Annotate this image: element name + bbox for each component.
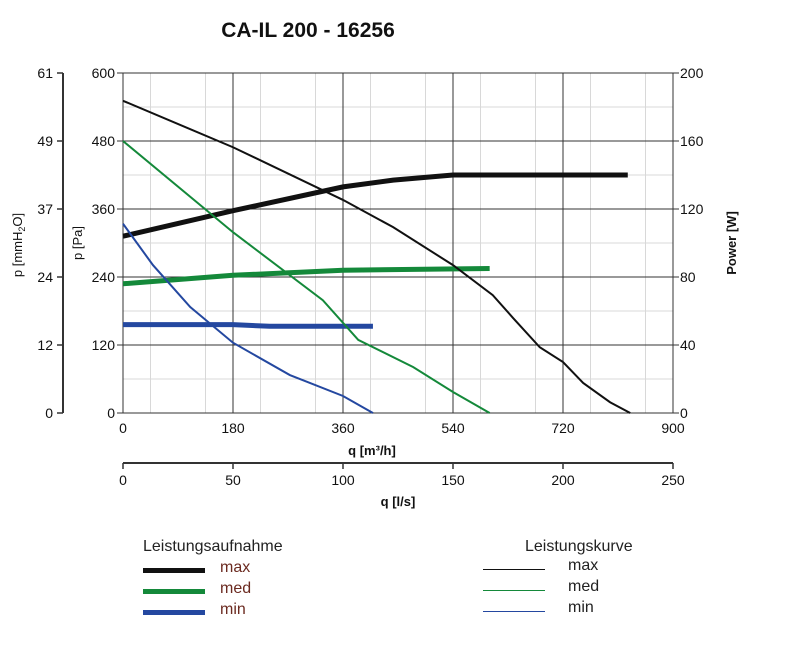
x2-tick-label: 50 [225,472,241,488]
x2-tick-label: 0 [119,472,127,488]
x-tick-label: 0 [119,420,127,436]
x-axis-label: q [m³/h] [348,443,396,458]
y2-tick-label: 0 [680,405,688,421]
x-tick-label: 360 [331,420,355,436]
legend-curve-label-min: min [568,599,594,616]
y-tick-label: 360 [92,201,116,217]
legend-power-swatch-min [143,610,205,615]
x-tick-label: 720 [551,420,575,436]
y2-tick-label: 80 [680,269,696,285]
legend-power-swatch-max [143,568,205,573]
x2-axis-label: q [l/s] [381,494,416,509]
x-tick-label: 180 [221,420,245,436]
legend-power-title: Leistungsaufnahme [143,538,283,555]
pressure-curve-med [122,140,491,414]
y-axis-label: p [Pa] [70,226,85,260]
power-curve-med [122,266,490,287]
legend-curve-swatch-min [483,611,545,612]
y-mm-tick-label: 37 [37,201,53,217]
pressure-curve-max [122,99,631,414]
y2-axis-label: Power [W] [724,211,739,275]
legend-power-label-med: med [220,580,252,597]
y-tick-label: 240 [92,269,116,285]
pressure-curve-min [122,223,374,414]
legend-curve-swatch-med [483,590,545,591]
x2-tick-label: 150 [441,472,465,488]
x-tick-label: 540 [441,420,465,436]
legend-power-label-min: min [220,601,246,618]
x-tick-label: 900 [661,420,685,436]
y2-tick-label: 40 [680,337,696,353]
power-curve-max [122,172,628,239]
legend-power-label-max: max [220,559,251,576]
y2-tick-label: 120 [680,201,704,217]
y2-tick-label: 160 [680,133,704,149]
chart-title: CA-IL 200 - 16256 [221,19,395,42]
legend-curve-label-med: med [568,578,600,595]
x2-tick-label: 100 [331,472,355,488]
y-mm-axis-label: p [mmH2O] [10,213,27,277]
x2-tick-label: 200 [551,472,575,488]
y-mm-tick-label: 24 [37,269,53,285]
legend-power-swatch-med [143,589,205,594]
y-tick-label: 600 [92,65,116,81]
y-mm-tick-label: 61 [37,65,53,81]
y2-tick-label: 200 [680,65,704,81]
y-mm-tick-label: 0 [45,405,53,421]
y-tick-label: 120 [92,337,116,353]
legend-curve-swatch-max [483,569,545,570]
power-curve-min [123,322,373,329]
y-mm-tick-label: 12 [37,337,53,353]
legend-curve-label-max: max [568,557,599,574]
legend-curve-title: Leistungskurve [525,538,633,555]
y-tick-label: 480 [92,133,116,149]
y-mm-tick-label: 49 [37,133,53,149]
x2-tick-label: 250 [661,472,685,488]
y-tick-label: 0 [107,405,115,421]
